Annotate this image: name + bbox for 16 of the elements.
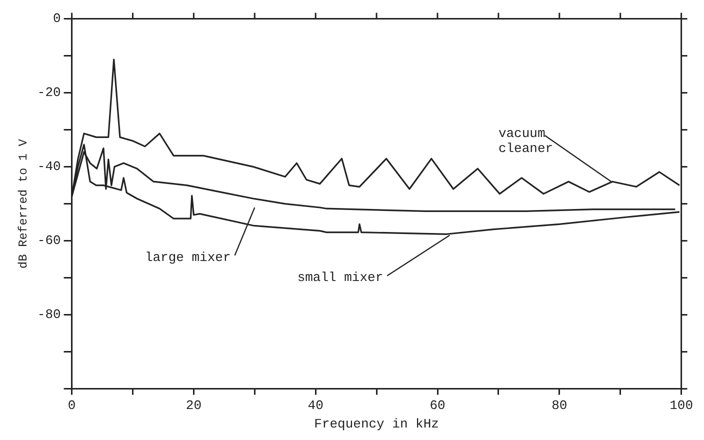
text: small mixer	[297, 270, 384, 286]
y-tick-label: -60	[37, 233, 61, 248]
y-tick-label: -20	[37, 85, 61, 100]
y-tick-label: 0	[52, 11, 61, 26]
series-label: vacuum cleaner	[498, 126, 554, 156]
text: large mixer	[144, 250, 231, 265]
y-axis-title: dB Referred to 1 V	[16, 138, 30, 269]
x-tick-label: 100	[670, 398, 693, 414]
x-tick-label: 40	[308, 398, 324, 414]
x-tick-label: 60	[430, 398, 446, 414]
y-tick-label: -80	[37, 307, 61, 322]
x-axis-title: Frequency in kHz	[314, 416, 439, 432]
x-tick-label: 80	[552, 398, 568, 414]
x-tick-label: 20	[186, 398, 202, 414]
x-tick-label: 0	[68, 398, 76, 414]
y-tick-label: -40	[37, 159, 61, 174]
